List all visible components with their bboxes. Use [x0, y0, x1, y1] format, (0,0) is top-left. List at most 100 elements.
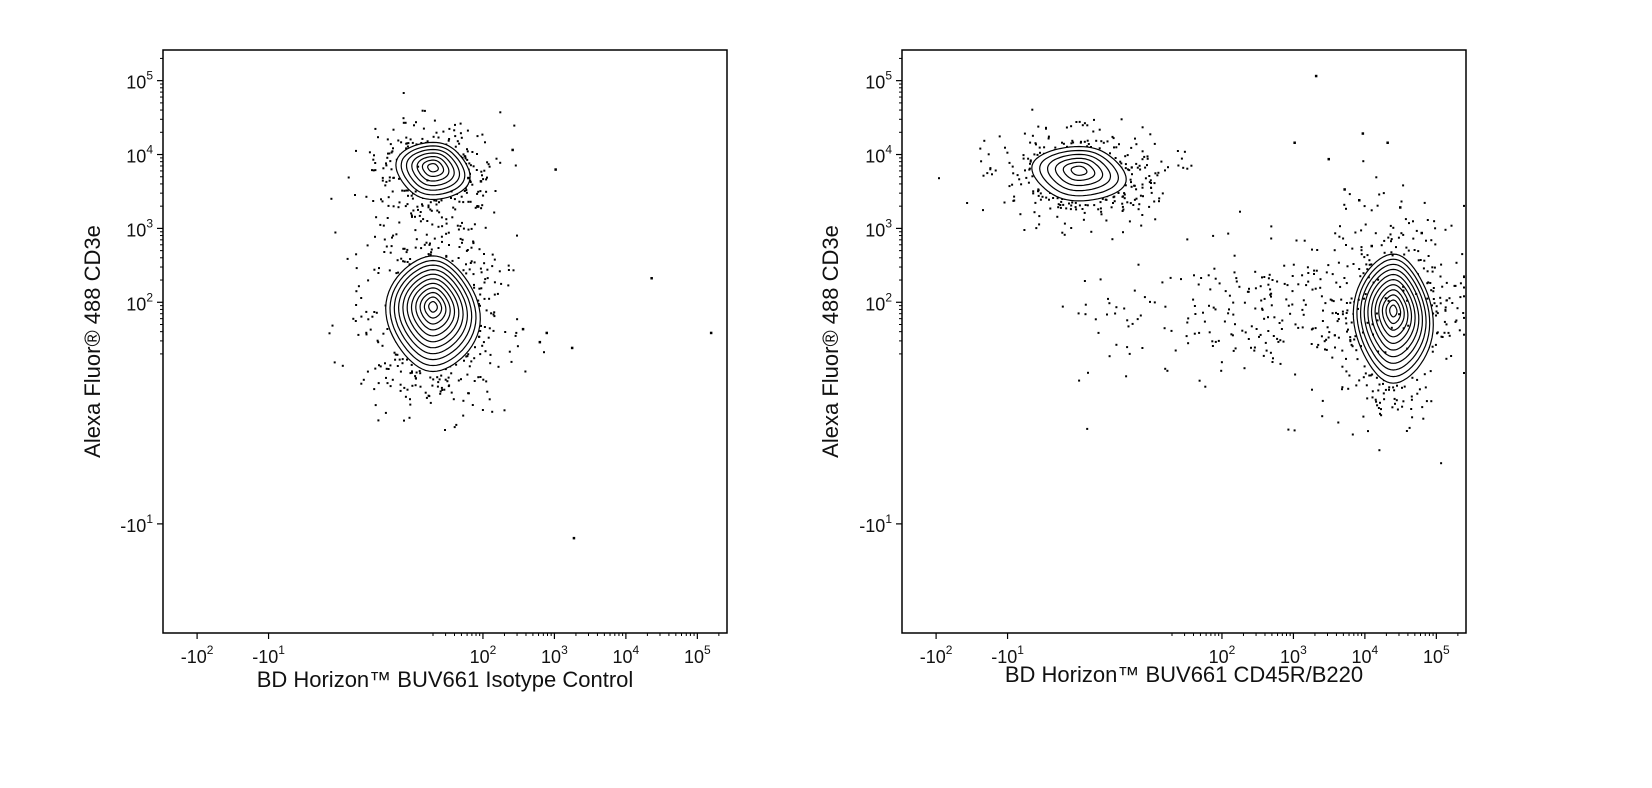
event-dot	[1389, 233, 1392, 236]
event-dot	[436, 209, 439, 212]
event-dot	[1187, 317, 1190, 320]
event-dot	[471, 183, 474, 186]
event-dot	[1416, 392, 1419, 395]
event-dot	[1063, 222, 1066, 225]
event-dot	[401, 362, 404, 365]
contour-line	[400, 145, 466, 196]
event-dot	[453, 426, 456, 429]
event-dot	[483, 169, 486, 172]
event-dot	[1072, 141, 1075, 144]
event-dot	[357, 285, 360, 288]
event-dot	[398, 358, 401, 361]
event-dot	[1325, 338, 1328, 341]
event-dot	[477, 303, 480, 305]
event-dot	[482, 194, 485, 197]
event-dot	[1367, 430, 1369, 433]
event-dot	[1032, 190, 1035, 193]
event-dot	[394, 353, 397, 356]
event-dot	[463, 190, 466, 192]
contour-line	[423, 296, 443, 319]
event-dot	[484, 350, 487, 353]
event-dot	[1083, 280, 1086, 282]
event-dot	[483, 326, 486, 328]
event-dot	[459, 237, 462, 240]
event-dot	[473, 286, 476, 289]
event-dot	[1333, 334, 1336, 337]
event-dot	[1086, 204, 1089, 207]
event-dot	[1128, 169, 1131, 172]
event-dot	[1276, 337, 1279, 340]
event-dot	[1148, 175, 1151, 177]
event-dot	[1075, 208, 1078, 211]
event-dot	[457, 257, 460, 259]
event-dot	[1341, 310, 1344, 313]
event-dot	[479, 190, 482, 193]
event-dot	[1218, 282, 1221, 285]
event-dot	[1358, 379, 1361, 382]
plot-frame	[162, 49, 728, 634]
event-dot	[1355, 349, 1358, 352]
event-dot	[1164, 367, 1167, 370]
event-dot	[429, 242, 431, 245]
event-dot	[1120, 162, 1123, 165]
event-dot	[1112, 137, 1115, 140]
event-dot	[1424, 386, 1427, 389]
event-dot	[1260, 299, 1263, 302]
event-dot	[1314, 287, 1317, 290]
event-dot	[374, 235, 376, 238]
event-dot	[462, 153, 465, 156]
event-dot	[452, 206, 455, 209]
event-dot	[1435, 305, 1438, 308]
event-dot	[1063, 233, 1066, 236]
event-dot	[372, 158, 375, 161]
event-dot	[369, 328, 372, 331]
event-dot	[1214, 340, 1217, 343]
event-dot	[1343, 188, 1346, 191]
event-dot	[1045, 196, 1048, 199]
event-dot	[1113, 195, 1116, 198]
event-dot	[474, 206, 477, 209]
event-dot	[1025, 176, 1028, 179]
event-dot	[1402, 327, 1405, 330]
event-dot	[1436, 332, 1438, 335]
event-dot	[1139, 168, 1142, 171]
event-dot	[1137, 263, 1140, 266]
event-dot	[1331, 356, 1334, 359]
event-dot	[444, 429, 446, 431]
event-dot	[1456, 307, 1459, 310]
event-dot	[377, 419, 380, 422]
event-dot	[1228, 294, 1231, 297]
event-dot	[1378, 383, 1381, 386]
event-dot	[465, 263, 467, 266]
event-dot	[355, 290, 358, 293]
event-dot	[1084, 313, 1087, 316]
event-dot	[1447, 331, 1450, 334]
event-dot	[374, 404, 377, 407]
event-dot	[1382, 392, 1385, 395]
event-dot	[1070, 227, 1073, 229]
event-dot	[480, 287, 483, 290]
event-dot	[1092, 130, 1095, 133]
event-dot	[1059, 206, 1062, 209]
event-dot	[448, 138, 451, 140]
event-dot	[391, 378, 394, 381]
event-dot	[414, 190, 417, 193]
event-dot	[1157, 171, 1160, 174]
event-dot	[1345, 244, 1347, 246]
event-dot	[1124, 184, 1127, 187]
event-dot	[1087, 143, 1090, 145]
event-dot	[1082, 218, 1085, 221]
event-dot	[1144, 166, 1147, 169]
event-dot	[1429, 370, 1432, 373]
event-dot	[1029, 160, 1032, 163]
event-dot	[331, 324, 334, 327]
contour-line	[1359, 263, 1427, 371]
event-dot	[431, 223, 434, 226]
event-dot	[1358, 268, 1361, 270]
event-dot	[1383, 398, 1386, 401]
event-dot	[402, 260, 405, 263]
event-dot	[476, 192, 479, 195]
event-dot	[483, 262, 486, 265]
x-tick-label: -102	[920, 643, 953, 667]
event-dot	[1297, 283, 1300, 286]
